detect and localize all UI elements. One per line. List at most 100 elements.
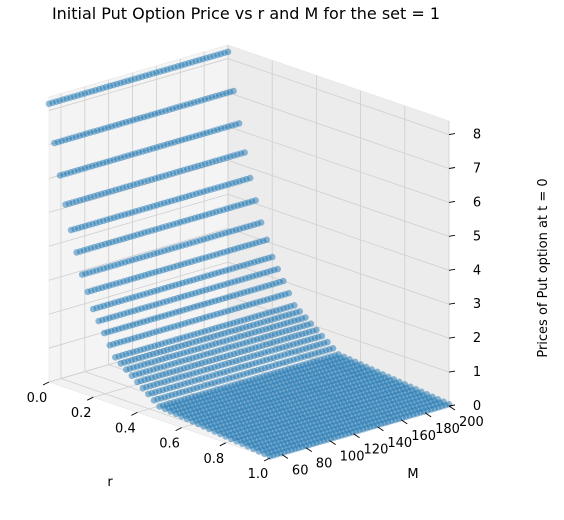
data-point	[228, 435, 235, 443]
x-tick	[175, 427, 182, 432]
data-point	[244, 443, 252, 450]
data-point	[167, 408, 174, 415]
data-point	[134, 378, 141, 386]
x-tick-label: 0.4	[115, 421, 136, 436]
y-tick	[305, 447, 313, 452]
z-tick-label: 4	[473, 263, 481, 278]
data-point	[117, 360, 125, 367]
x-tick-label: 0.2	[71, 406, 92, 421]
y-tick-label: 100	[340, 450, 365, 465]
data-point	[150, 397, 158, 404]
data-point	[84, 288, 91, 296]
data-point	[194, 420, 202, 428]
x-tick-label: 0.6	[159, 437, 180, 452]
grid-line-price	[227, 126, 450, 203]
data-point	[128, 372, 136, 380]
tick-marks	[42, 133, 456, 462]
x-tick-label: 0.0	[27, 391, 48, 406]
grid-line-price	[227, 193, 450, 271]
data-point	[139, 384, 147, 392]
data-point	[266, 453, 274, 460]
z-axis-label: Prices of Put option at t = 0	[536, 178, 551, 357]
data-point	[189, 418, 196, 425]
grid-line-price	[48, 261, 229, 315]
y-tick	[448, 405, 456, 411]
y-tick-label: 60	[292, 464, 309, 479]
x-axis-label: r	[107, 475, 113, 490]
data-point	[67, 226, 75, 234]
z-tick-label: 5	[473, 229, 481, 244]
grid-line-price	[227, 58, 450, 135]
z-tick-label: 2	[473, 331, 481, 346]
z-tick	[448, 200, 456, 203]
x-tick	[131, 411, 138, 416]
data-point	[205, 425, 213, 433]
grid-line-price	[227, 295, 450, 373]
data-point	[222, 433, 230, 440]
grid-line-price	[48, 193, 229, 247]
z-tick	[448, 302, 456, 305]
data-point	[51, 139, 58, 147]
z-tick-label: 0	[473, 399, 481, 414]
y-tick	[424, 412, 432, 418]
z-tick-label: 8	[473, 128, 481, 143]
data-point	[106, 341, 114, 349]
x-tick	[219, 442, 227, 447]
grid-line-price	[48, 58, 229, 111]
data-point	[200, 423, 207, 430]
y-tick	[281, 454, 289, 459]
x-tick	[42, 381, 50, 386]
y-tick	[353, 433, 360, 439]
grid-line-price	[227, 159, 450, 237]
y-tick-label: 120	[364, 443, 389, 458]
z-tick	[448, 234, 456, 237]
z-tick-label: 1	[473, 365, 481, 380]
data-point	[56, 172, 64, 179]
data-point	[45, 100, 53, 108]
data-point	[178, 413, 185, 420]
x-tick-label: 1.0	[248, 467, 269, 482]
data-point	[239, 440, 246, 448]
x-tick	[86, 396, 94, 401]
z-tick-label: 6	[473, 195, 481, 210]
grid-line-price	[48, 227, 229, 281]
z-tick-label: 3	[473, 297, 481, 312]
y-tick	[377, 426, 384, 432]
y-tick	[401, 419, 408, 425]
data-point	[156, 403, 163, 410]
data-point	[62, 201, 69, 208]
y-tick-label: 80	[316, 457, 333, 472]
data-point	[145, 390, 152, 398]
y-tick-label: 140	[387, 436, 412, 451]
data-point	[78, 271, 86, 278]
data-point	[95, 317, 102, 325]
chart-title: Initial Put Option Price vs r and M for …	[51, 4, 441, 23]
z-tick	[448, 404, 456, 407]
z-tick	[448, 133, 456, 136]
data-point	[255, 448, 263, 455]
y-tick-label: 160	[411, 429, 436, 444]
y-tick-label: 180	[435, 422, 460, 437]
y-tick	[329, 440, 336, 446]
z-tick-label: 7	[473, 162, 481, 177]
data-point	[101, 329, 108, 337]
data-point	[261, 450, 268, 458]
data-point	[73, 249, 80, 256]
data-point	[89, 305, 97, 313]
data-point	[233, 438, 241, 445]
x-tick	[263, 457, 271, 462]
z-tick	[448, 336, 456, 339]
x-tick-label: 0.8	[203, 452, 224, 467]
data-point	[123, 366, 130, 373]
data-point	[217, 430, 224, 438]
z-tick	[448, 370, 456, 373]
z-tick	[448, 268, 456, 271]
data-point	[211, 428, 219, 435]
data-point	[112, 354, 119, 361]
z-tick	[448, 167, 456, 169]
y-axis-label: M	[407, 467, 418, 482]
data-point	[161, 405, 169, 413]
scatter-points	[45, 48, 453, 460]
tick-labels: 0.00.20.40.60.81.0 60 80 100 120 140 160 180 200…	[27, 128, 484, 482]
